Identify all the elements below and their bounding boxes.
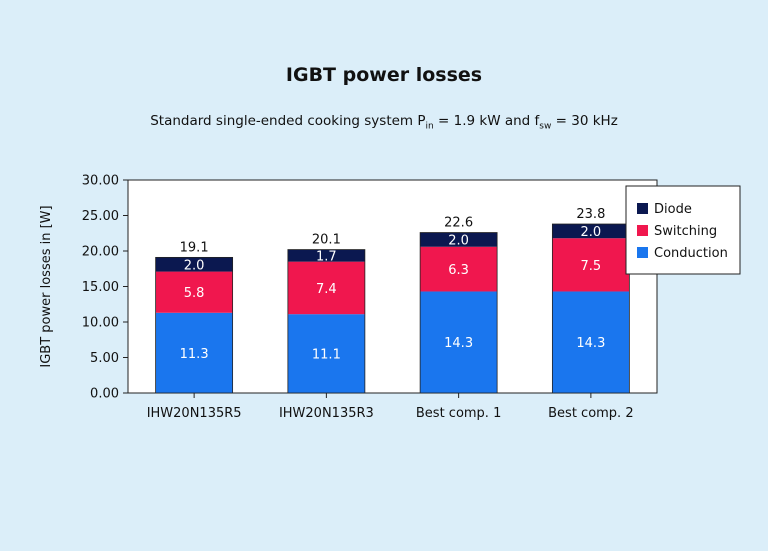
y-tick-label: 0.00	[90, 387, 119, 402]
data-label-diode: 2.0	[184, 258, 205, 273]
subtitle-text-1: Standard single-ended cooking system P	[150, 113, 426, 129]
data-label-diode: 2.0	[581, 225, 602, 240]
data-label-switching: 7.5	[581, 259, 602, 274]
y-tick-label: 5.00	[90, 351, 119, 366]
y-tick-label: 15.00	[82, 280, 119, 295]
x-tick-label: Best comp. 1	[416, 406, 501, 421]
y-tick-label: 30.00	[82, 174, 119, 189]
y-tick-label: 10.00	[82, 316, 119, 331]
bar-segment-switching	[420, 246, 498, 292]
subtitle-text-2: = 1.9 kW and f	[433, 113, 540, 129]
data-label-switching: 6.3	[448, 263, 469, 278]
legend-label-conduction: Conduction	[654, 246, 728, 261]
bar-segment-diode	[420, 232, 498, 247]
chart-title: IGBT power losses	[285, 64, 483, 86]
legend-label-diode: Diode	[654, 202, 692, 217]
chart-subtitle: Standard single-ended cooking system Pin…	[0, 113, 768, 132]
data-label-switching: 7.4	[316, 282, 337, 297]
legend-swatch-conduction	[637, 247, 648, 258]
x-tick-label: Best comp. 2	[548, 406, 633, 421]
total-label: 22.6	[444, 216, 473, 231]
total-label: 19.1	[180, 240, 209, 255]
total-label: 20.1	[312, 233, 341, 248]
subtitle-text-3: = 30 kHz	[551, 113, 618, 129]
subtitle-sub-1: in	[425, 121, 434, 132]
bar-segment-diode	[155, 257, 233, 272]
bar-segment-conduction	[420, 291, 498, 393]
bar-segment-switching	[552, 238, 630, 292]
data-label-conduction: 11.3	[180, 347, 209, 362]
bar-segment-conduction	[155, 312, 233, 393]
bar-segment-conduction	[287, 314, 365, 393]
bar-segment-diode	[287, 249, 365, 262]
data-label-switching: 5.8	[184, 286, 205, 301]
bar-segment-diode	[552, 224, 630, 239]
subtitle-sub-2: sw	[539, 121, 552, 132]
total-label: 23.8	[576, 207, 605, 222]
data-label-conduction: 14.3	[576, 336, 605, 351]
data-label-conduction: 11.1	[312, 348, 341, 363]
data-label-conduction: 14.3	[444, 336, 473, 351]
data-label-diode: 1.7	[316, 250, 337, 265]
bar-segment-switching	[287, 261, 365, 315]
y-axis-label: IGBT power losses in [W]	[39, 205, 54, 367]
x-tick-label: IHW20N135R5	[147, 406, 242, 421]
bar-segment-conduction	[552, 291, 630, 393]
data-label-diode: 2.0	[448, 234, 469, 249]
y-tick-label: 25.00	[82, 209, 119, 224]
bar-segment-switching	[155, 271, 233, 313]
legend-label-switching: Switching	[654, 224, 717, 239]
legend-swatch-diode	[637, 203, 648, 214]
x-tick-label: IHW20N135R3	[279, 406, 374, 421]
y-tick-label: 20.00	[82, 245, 119, 260]
legend-swatch-switching	[637, 225, 648, 236]
